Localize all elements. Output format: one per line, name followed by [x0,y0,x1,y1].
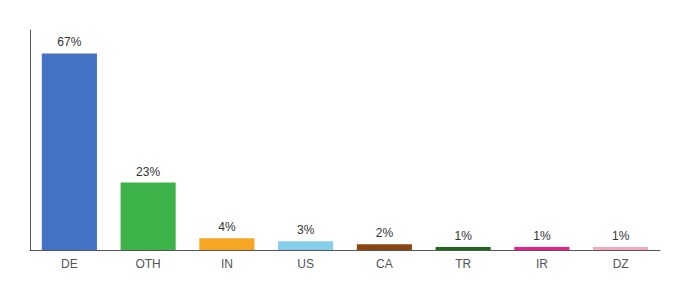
svg-text:CA: CA [376,257,393,271]
svg-text:1%: 1% [612,229,630,243]
svg-text:US: US [297,257,314,271]
svg-text:TR: TR [455,257,471,271]
svg-text:23%: 23% [136,165,160,179]
svg-text:3%: 3% [297,223,315,237]
svg-text:2%: 2% [376,226,394,240]
svg-text:67%: 67% [57,35,81,49]
svg-text:IN: IN [221,257,233,271]
svg-text:4%: 4% [218,220,236,234]
svg-text:IR: IR [536,257,548,271]
svg-text:DZ: DZ [613,257,629,271]
svg-text:1%: 1% [454,229,472,243]
svg-text:1%: 1% [533,229,551,243]
svg-text:DE: DE [61,257,78,271]
svg-text:OTH: OTH [135,257,160,271]
